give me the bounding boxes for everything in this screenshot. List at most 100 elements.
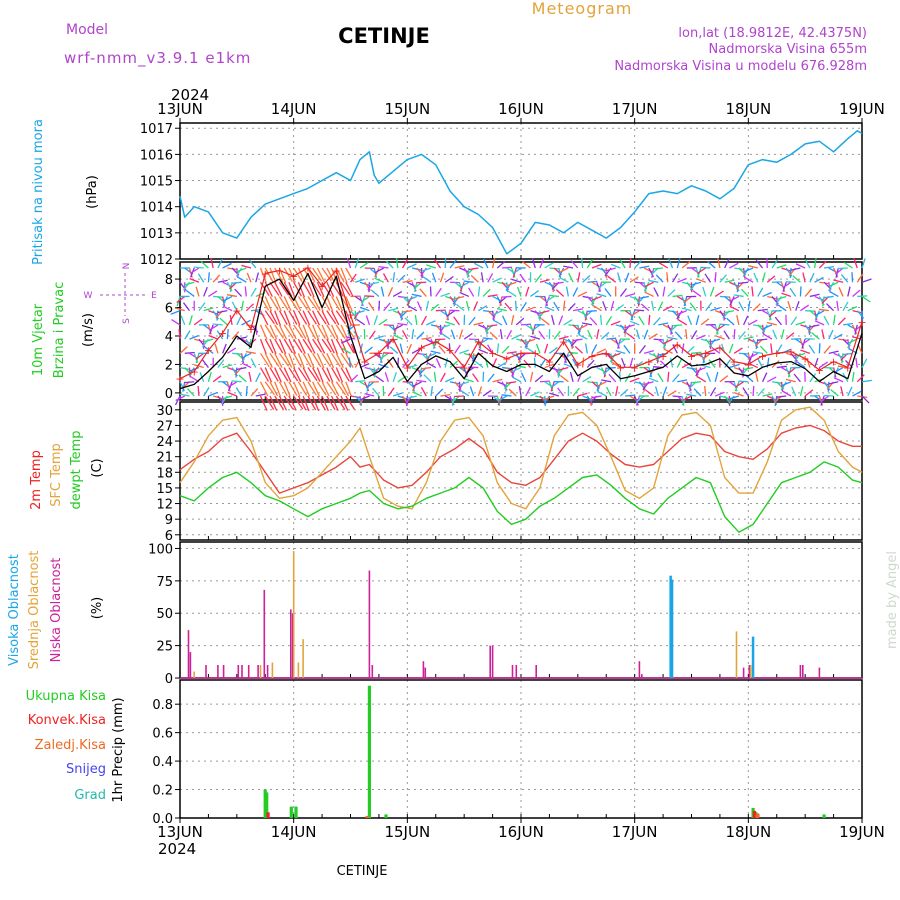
wind-arrow [278,395,288,411]
wind-arrow [307,353,315,369]
wind-arrow [696,376,707,383]
y-tick-label: 75 [156,575,173,590]
cloud-bar [535,665,537,678]
wind-arrow [672,344,678,354]
wind-arrow [350,374,359,383]
wind-arrow [508,388,517,397]
wind-arrow [530,391,540,397]
wind-arrow [393,324,403,331]
wind-arrow [512,267,522,275]
wind-arrow [302,381,311,397]
wind-arrow [861,310,864,321]
wind-arrow [838,287,844,297]
wind-arrow [596,348,607,354]
wind-arrow [459,281,465,292]
credit-label: made by Angel [885,551,900,649]
wind-arrow [406,395,417,399]
wind-arrow [491,310,495,321]
wind-arrow [414,314,418,325]
wind-arrow [402,280,413,283]
wind-gust-marker: + [474,336,483,349]
wind-arrow [683,295,692,304]
wind-arrow [316,310,327,325]
wind-arrow [574,346,584,354]
wind-arrow [259,367,270,382]
wind-arrow [293,395,304,410]
wind-arrow [743,315,749,326]
wind-arrow [326,338,335,354]
wind-arrow [450,329,456,340]
wind-arrow [553,330,561,340]
wind-arrow [335,310,347,325]
cloud-bar [489,645,491,678]
wind-arrow [648,352,659,358]
wind-arrow [188,367,195,377]
wind-arrow [861,278,872,283]
pressure-side-label: Pritisak na nivou mora [31,119,46,265]
wind-arrow [833,279,844,283]
wind-arrow [264,296,273,312]
wind-arrow [617,272,622,283]
wind-arrow [473,301,479,311]
wind-arrow [259,381,269,397]
wind-arrow [487,273,494,283]
wind-arrow [392,291,403,298]
wind-arrow [354,310,365,315]
wind-arrow [789,287,797,297]
wind-arrow [316,381,327,396]
wind-arrow [435,358,442,368]
wind-arrow [330,324,339,340]
wind-arrow [274,381,282,397]
wind-arrow [733,366,744,372]
wind-arrow [772,329,778,340]
wind-arrow [506,351,517,354]
wind-arrow [312,310,320,326]
wind-arrow [345,381,353,397]
wind-arrow [283,353,293,368]
wind-arrow [653,317,661,326]
wind-arrow [692,290,702,297]
cloud-bar [368,570,371,678]
precip-bar [289,806,293,818]
wind-arrow [572,358,579,368]
wind-arrow [422,276,432,283]
wind-arrow [473,262,484,269]
wind-arrow [757,388,765,397]
panel-clouds: 0 25 50 75 100 [148,541,863,687]
wind-arrow [241,362,252,369]
wind-arrow [581,357,585,368]
wind-gust-marker: + [218,327,227,340]
wind-arrow [582,395,593,401]
wind-arrow [302,324,310,341]
wind-arrow [238,374,247,383]
wind-arrow [549,366,560,372]
wind-arrow [840,274,849,283]
wind-arrow [435,287,442,297]
wind-arrow [316,353,325,369]
wind-arrow [429,286,432,297]
wind-arrow [800,324,811,329]
wind-arrow [455,303,465,312]
wind-arrow [369,281,380,286]
wind-arrow [293,324,304,339]
wind-arrow [689,302,697,312]
precip-bar [822,814,826,818]
wind-arrow [274,281,283,297]
wind-arrow [785,332,795,340]
wind-arrow [733,347,743,354]
wind-arrow [538,330,546,340]
wind-arrow [667,336,678,340]
wind-arrow [795,352,806,358]
wind-arrow [742,387,749,397]
wind-arrow [793,373,801,383]
wind-arrow [236,336,247,340]
wind-arrow [439,372,446,383]
wind-arrow [264,267,274,283]
wind-arrow [776,395,787,398]
wind-arrow [222,364,233,369]
wind-arrow [755,371,759,382]
cloud-bar [217,665,219,678]
wind-arrow [620,357,626,368]
wind-gust-marker: + [573,358,582,371]
wind-arrow [710,307,721,312]
